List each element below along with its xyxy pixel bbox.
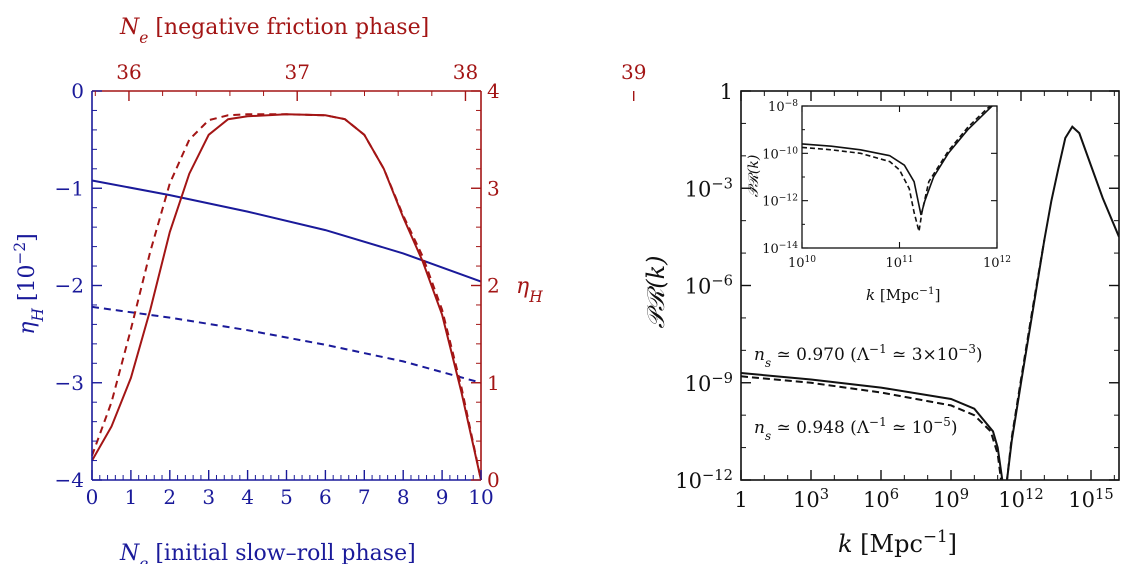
left-chart-panel: 0 1 2 3 4 5 6 7 8 9 10 −4 −3 −2 −1 0 0 1 2 3 4 36 37 38 39 Ne [in… (11, 15, 646, 564)
bottom-tick-label: 1 (125, 485, 138, 509)
bottom-tick-label: 6 (319, 485, 332, 509)
right-tick-label: 1 (487, 371, 500, 395)
left-tick-label: −3 (55, 371, 84, 395)
inset-y-tick-label: 10−12 (762, 194, 798, 210)
series-right-solid-line (91, 113, 482, 481)
inset-background (802, 106, 997, 248)
right-chart-panel: 1 103 106 109 1012 1015 1 10−3 10−6 10−9 10−12 k [M… (642, 80, 1120, 558)
annotation-ns-1: ns ≃ 0.948 (Λ−1 ≃ 10−5) (754, 415, 958, 443)
x-axis-label: k [Mpc−1] (838, 526, 957, 558)
x-tick-label: 103 (793, 486, 829, 513)
left-tick-label: −1 (55, 176, 84, 200)
x-tick-label: 1015 (1068, 486, 1113, 513)
y-tick-label: 10−12 (675, 467, 733, 494)
inset-group: 1010 1011 1012 10−8 10−10 10−12 10−14 k [Mpc−1]… (746, 99, 1011, 304)
series-left-solid-line (91, 179, 482, 283)
series-right-dashed-line (91, 113, 482, 481)
right-tick-label: 4 (487, 79, 500, 103)
top-tick-label: 36 (116, 60, 141, 84)
y-axis-label: 𝒫ℛ(k) (642, 256, 670, 329)
left-tick-label: 0 (71, 79, 84, 103)
bottom-tick-label: 2 (163, 485, 176, 509)
left-tick-label: −4 (55, 468, 84, 492)
top-tick-label: 37 (284, 60, 309, 84)
inset-y-tick-label: 10−8 (768, 99, 798, 115)
bottom-tick-label: 0 (86, 485, 99, 509)
bottom-tick-label: 3 (202, 485, 215, 509)
left-axis-label: ηH [10−2] (11, 233, 47, 334)
inset-y-axis-label: 𝒫ℛ(k) (746, 155, 762, 198)
y-tick-label: 10−9 (685, 369, 733, 396)
inset-x-tick-label: 1010 (788, 255, 816, 271)
bottom-tick-label: 9 (436, 485, 449, 509)
top-tick-label: 39 (621, 60, 646, 84)
right-axis-label: ηH (516, 274, 543, 306)
x-tick-label: 1 (734, 488, 747, 512)
y-tick-label: 1 (720, 80, 733, 104)
bottom-tick-label: 5 (280, 485, 293, 509)
y-tick-label: 10−6 (685, 272, 733, 299)
inset-x-tick-label: 1012 (983, 255, 1011, 271)
main-series-dashed-line (741, 239, 1046, 480)
x-tick-label: 1012 (998, 486, 1043, 513)
inset-series-solid-line (802, 106, 994, 216)
series-left-dashed-line (91, 305, 482, 384)
bottom-tick-label: 7 (358, 485, 371, 509)
inset-x-tick-label: 1011 (885, 255, 913, 271)
inset-series-group (802, 106, 994, 232)
top-tick-label: 38 (453, 60, 478, 84)
main-series-group (741, 125, 1119, 480)
right-tick-label: 2 (487, 274, 500, 298)
right-tick-label: 0 (487, 468, 500, 492)
left-tick-label: −2 (55, 274, 84, 298)
bottom-tick-label: 4 (241, 485, 254, 509)
x-tick-label: 106 (863, 486, 899, 513)
inset-x-axis-label: k [Mpc−1] (866, 285, 940, 304)
inset-y-tick-label: 10−10 (762, 146, 798, 162)
bottom-tick-label: 8 (397, 485, 410, 509)
bottom-tick-label: 10 (468, 485, 493, 509)
annotation-ns-0: ns ≃ 0.970 (Λ−1 ≃ 3×10−3) (754, 342, 983, 370)
y-tick-label: 10−3 (685, 175, 733, 202)
top-axis-label: Ne [negative friction phase] (119, 15, 429, 47)
inset-y-tick-label: 10−14 (762, 241, 798, 257)
right-tick-label: 3 (487, 176, 500, 200)
bottom-axis-label: Ne [initial slow–roll phase] (119, 541, 416, 564)
x-tick-label: 109 (933, 486, 969, 513)
